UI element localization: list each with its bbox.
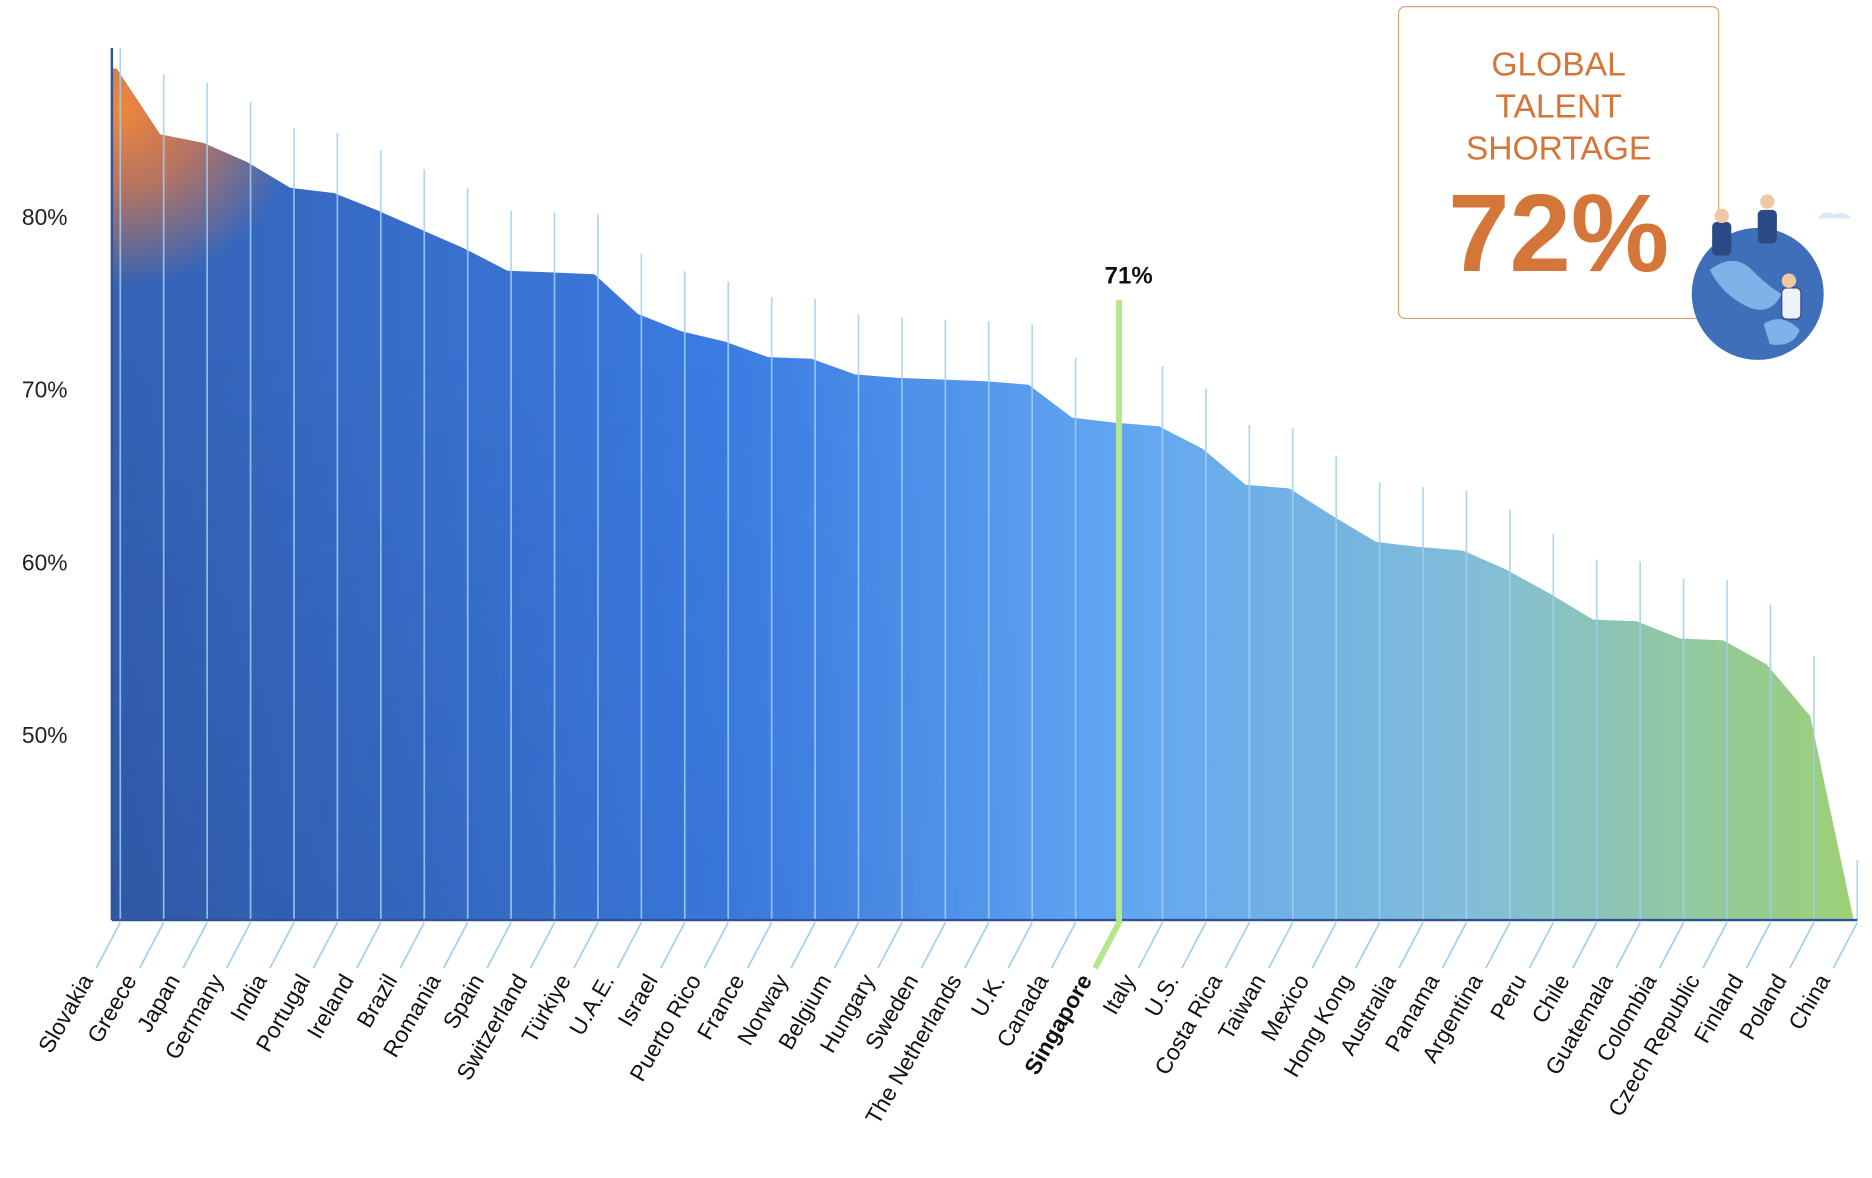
x-tick [1181,922,1207,969]
x-tick [356,922,382,969]
area-highlight [111,68,481,480]
callout-box: GLOBAL TALENT SHORTAGE 72% [1397,5,1720,320]
globe-land [1709,260,1800,345]
x-tick [529,922,556,969]
globe-illustration [1691,194,1852,360]
x-tick [877,922,903,969]
x-tick [1268,922,1294,969]
x-tick [1658,922,1685,969]
x-tick [1224,922,1251,969]
x-tick [573,922,599,969]
x-tick [486,922,512,969]
x-tick [95,922,122,969]
person [1757,209,1777,244]
x-tick [269,922,295,969]
cloud [1817,212,1852,219]
x-tick [1354,922,1381,969]
x-tick [1528,922,1555,969]
x-tick-label: Peru [1485,970,1532,1025]
y-tick-label: 70% [22,377,68,403]
x-tick [1050,922,1077,969]
person [1781,287,1802,320]
x-tick [1745,922,1772,969]
x-tick [1789,922,1815,969]
x-tick [138,922,165,969]
y-tick-label: 60% [22,549,68,575]
x-tick [1441,922,1468,969]
x-tick [833,922,860,969]
x-tick [660,922,686,969]
x-tick [399,922,425,969]
x-tick [616,922,643,969]
x-tick [1832,922,1859,969]
x-tick-label: U.A.E. [564,970,619,1040]
x-tick [1572,922,1598,969]
x-tick [1485,922,1511,969]
x-tick [1398,922,1424,969]
x-tick-label: Slovakia [33,969,99,1057]
x-tick-label: U.S. [1139,970,1184,1021]
x-tick [1615,922,1641,969]
y-tick-label: 50% [22,722,68,748]
x-tick-label: U.K. [965,970,1010,1021]
person-head [1714,208,1729,224]
x-tick-label: China [1783,969,1835,1034]
x-tick [1311,922,1337,969]
x-tick [442,922,469,969]
x-tick [746,922,773,969]
x-tick [964,922,990,969]
x-tick [1007,922,1033,969]
callout-value: 72% [1448,172,1670,296]
person-head [1760,194,1775,209]
x-tick [1702,922,1728,969]
person-head [1781,273,1797,288]
x-tick [312,922,339,969]
y-tick-label: 80% [22,204,68,230]
x-tick [182,922,208,969]
callout-title: GLOBAL TALENT SHORTAGE [1465,45,1652,167]
x-tick [1137,922,1164,969]
x-tick [703,922,729,969]
person [1712,221,1732,256]
callout: GLOBAL TALENT SHORTAGE 72% [1397,5,1720,320]
x-tick [790,922,816,969]
highlight-line [1092,299,1123,970]
x-tick [920,922,947,969]
x-tick [225,922,252,969]
highlight-label: 71% [1105,262,1153,289]
x-tick-label: Italy [1097,969,1141,1019]
